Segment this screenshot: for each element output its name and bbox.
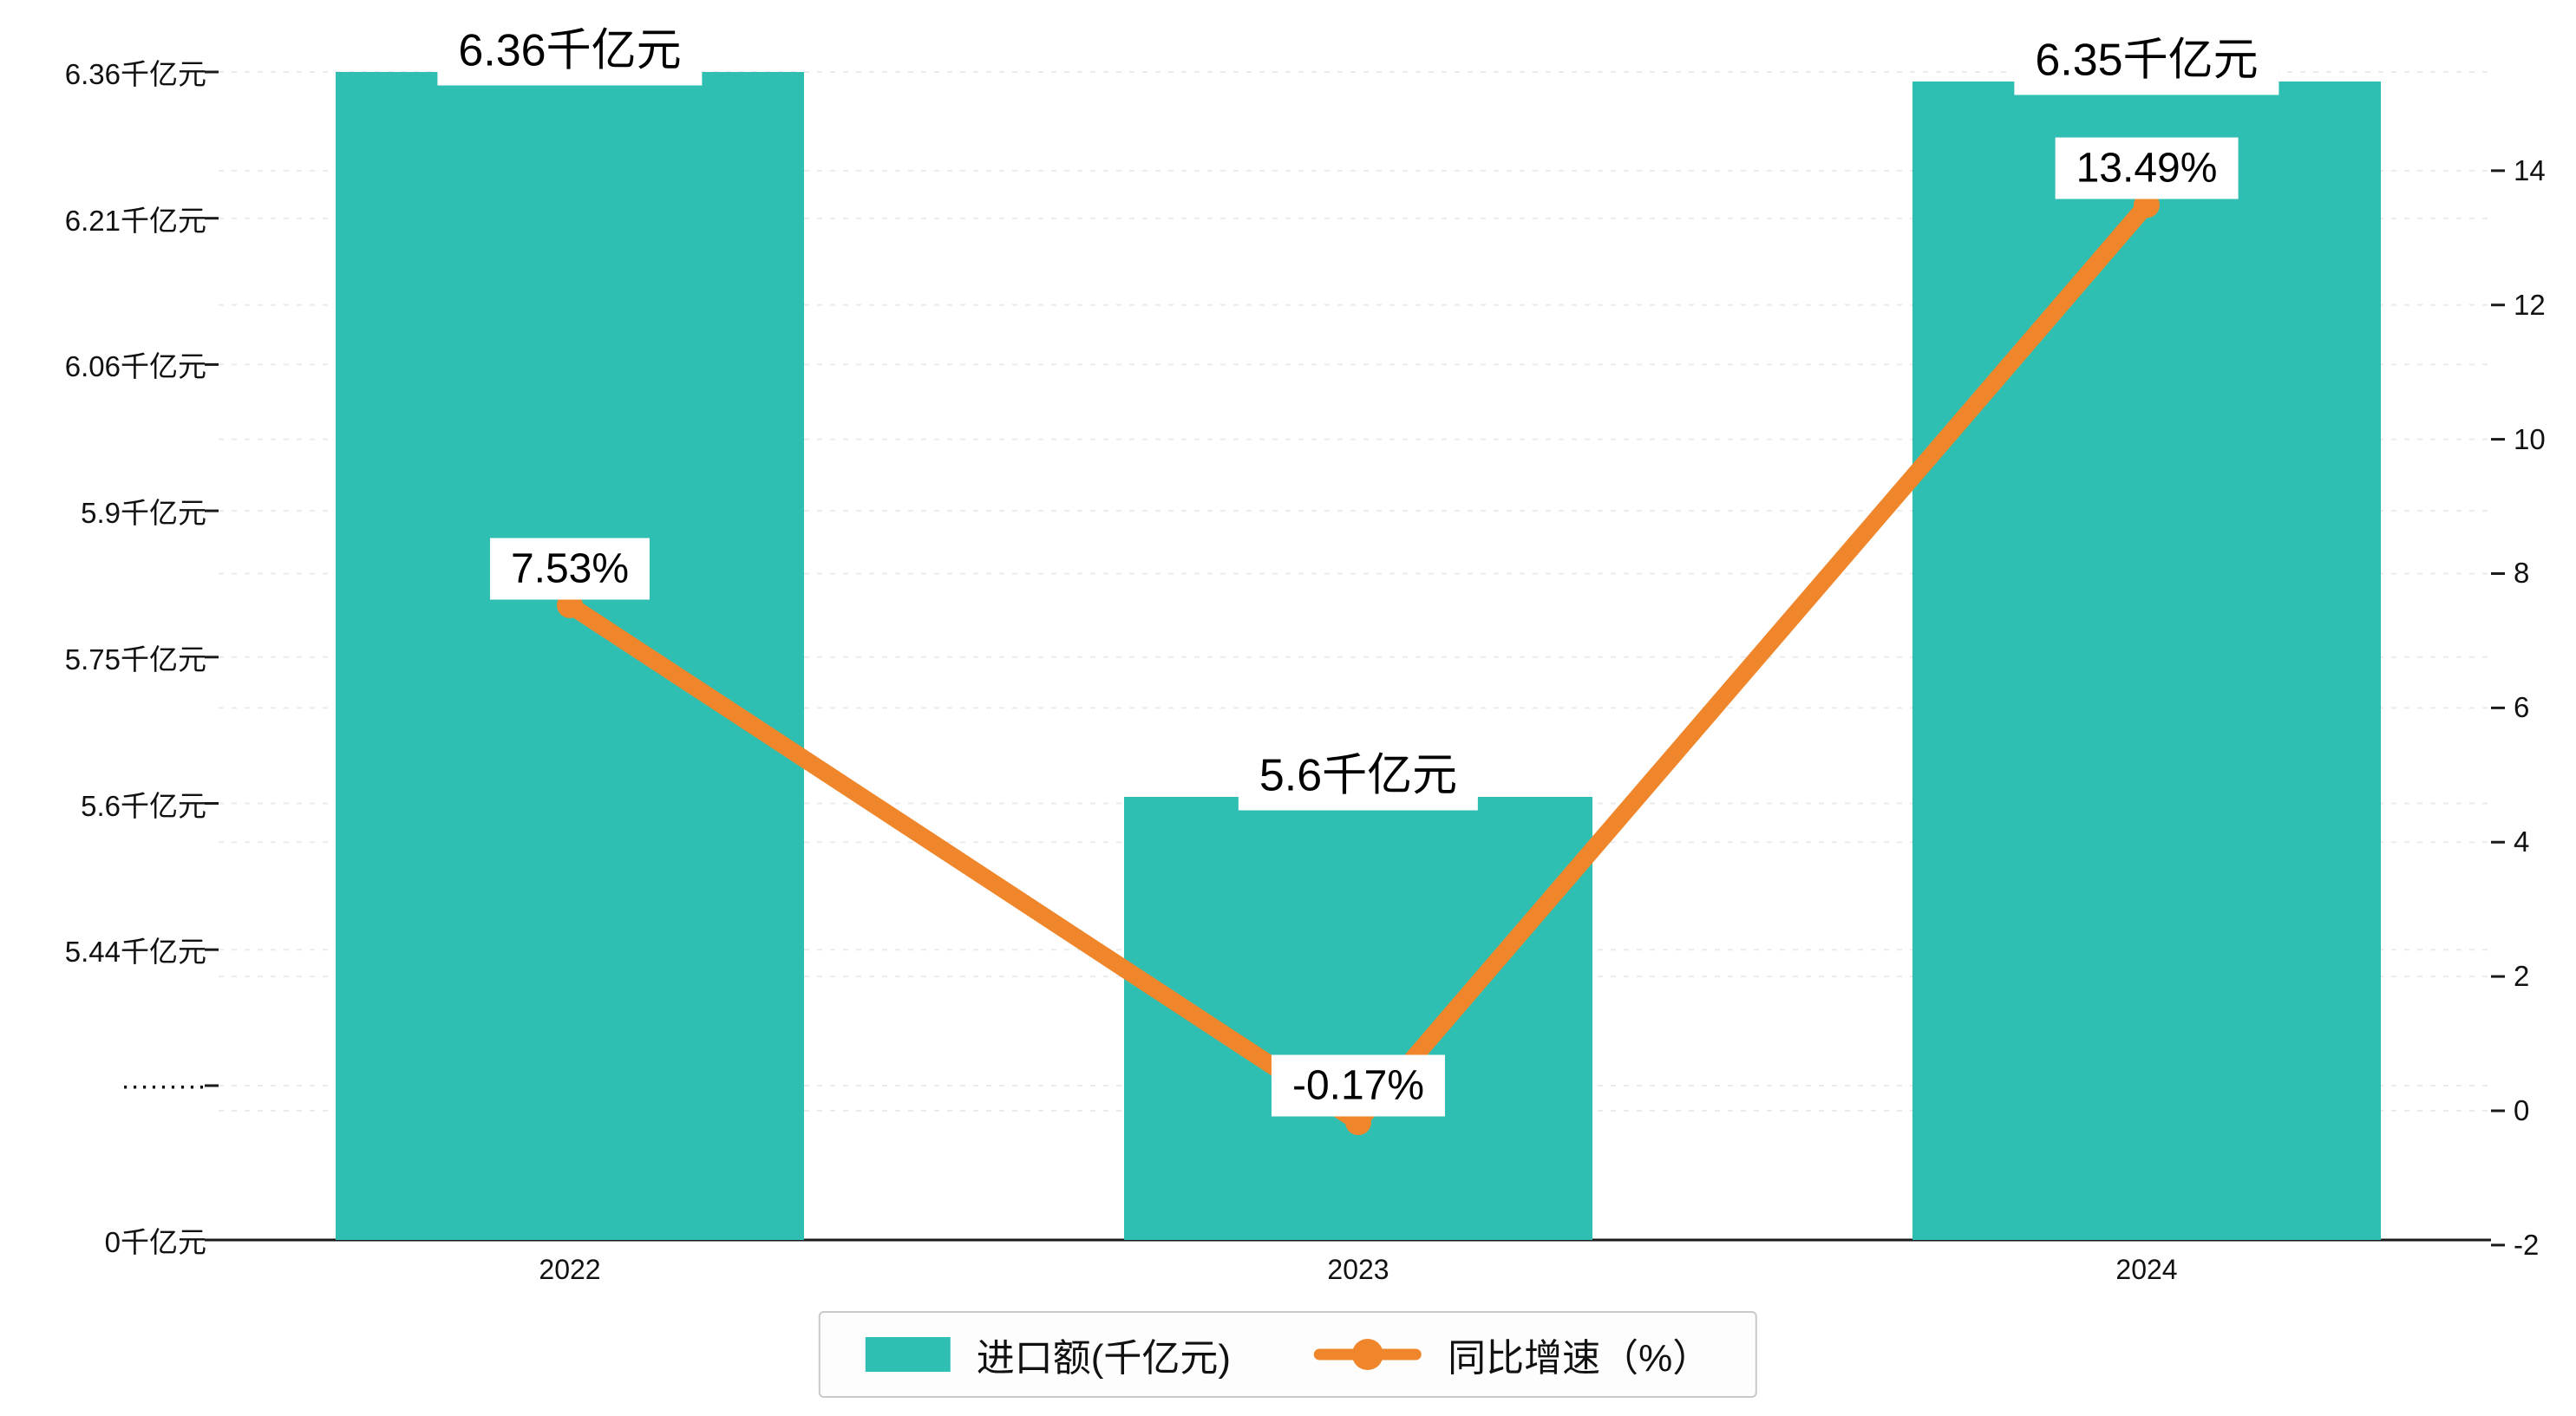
bar-series-swatch-icon xyxy=(865,1337,951,1372)
legend-bar-label: 进口额(千亿元) xyxy=(976,1337,1232,1380)
line-series-swatch-icon xyxy=(1314,1335,1422,1374)
line-point-2024 xyxy=(2134,192,2160,219)
line-point-2022 xyxy=(557,591,583,618)
legend-line-label: 同比增速（%） xyxy=(1448,1337,1711,1380)
legend-item-growth-rate: 同比增速（%） xyxy=(1314,1327,1710,1382)
legend: 进口额(千亿元) 同比增速（%） xyxy=(818,1311,1758,1398)
bar-2022 xyxy=(336,72,804,1240)
bar-2024 xyxy=(1912,82,2381,1240)
legend-item-import-value: 进口额(千亿元) xyxy=(865,1327,1232,1382)
line-swatch-dot-icon xyxy=(1352,1339,1384,1370)
line-point-2023 xyxy=(1345,1109,1371,1136)
